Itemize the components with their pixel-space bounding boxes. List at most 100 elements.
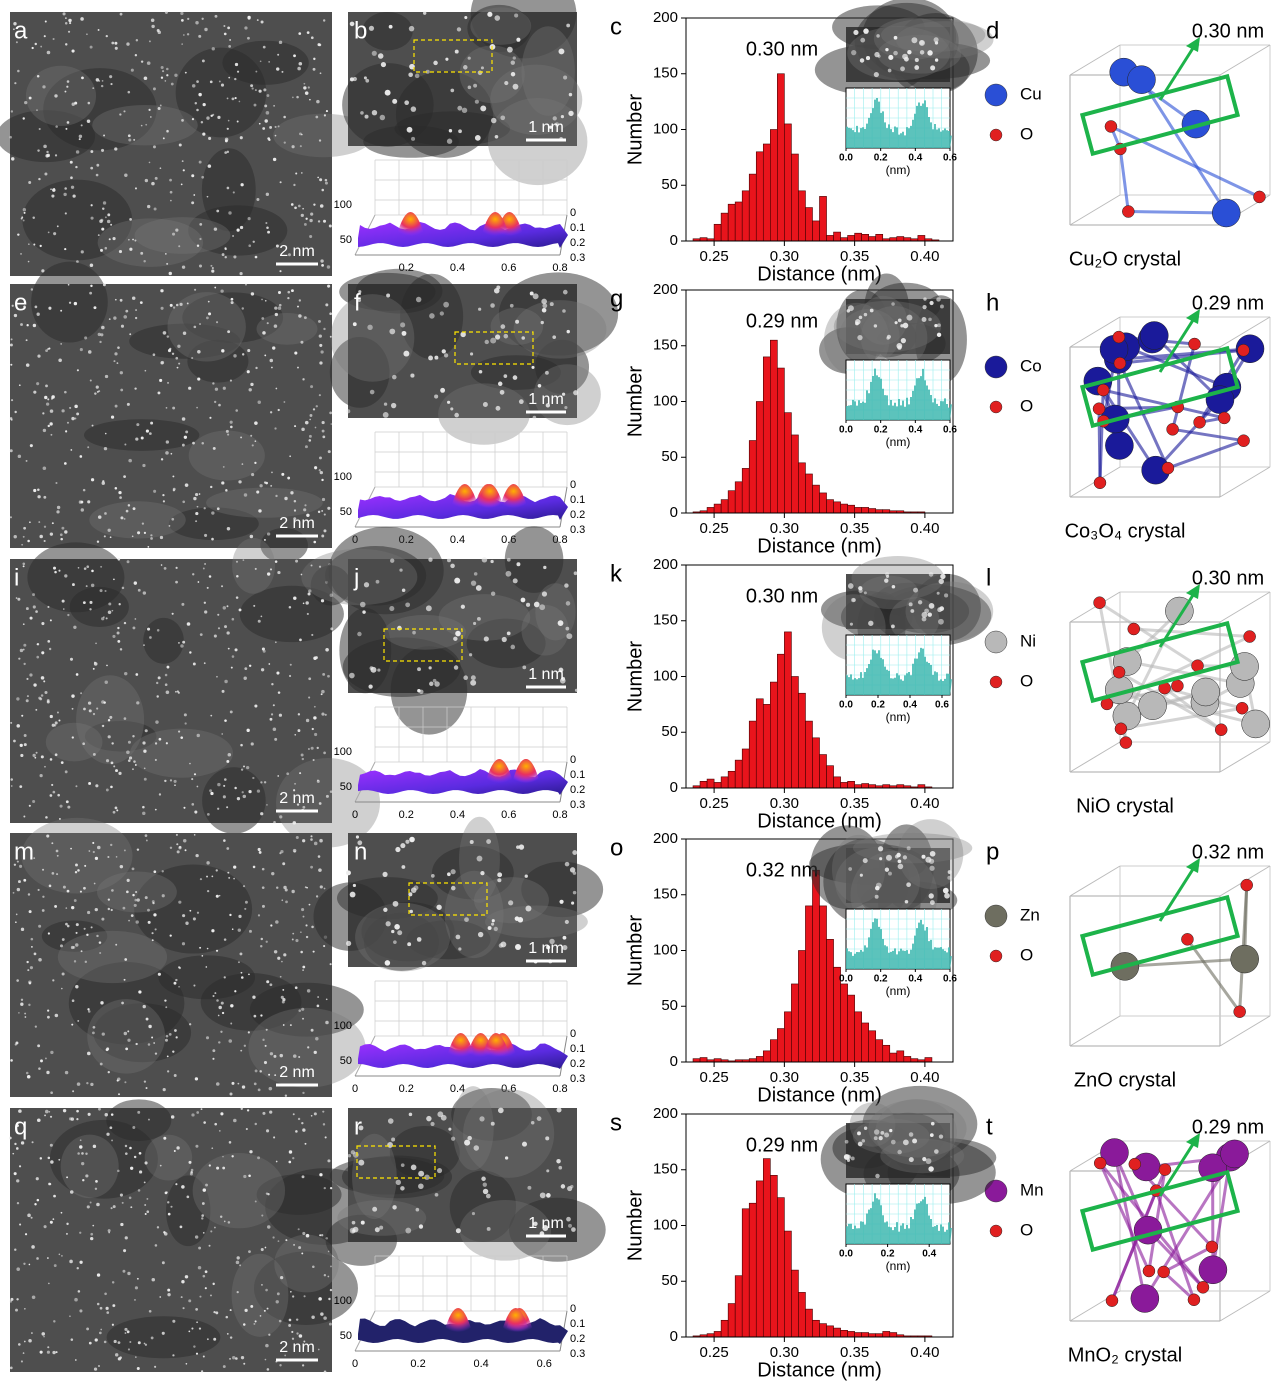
atom-spot <box>515 944 521 950</box>
atom-spot <box>396 1180 401 1185</box>
atom-spot <box>117 1077 120 1080</box>
atom-spot <box>500 390 505 395</box>
atom-spot <box>165 683 168 686</box>
atom <box>1127 66 1155 94</box>
y-tick-label: 50 <box>661 997 678 1014</box>
atom-spot <box>106 789 109 792</box>
atom-spot <box>250 435 252 437</box>
atom-spot <box>70 449 72 451</box>
atom-spot <box>159 379 162 382</box>
atom-spot <box>317 996 319 998</box>
atom-spot <box>378 53 384 59</box>
atom-spot <box>153 870 156 873</box>
atom-spot <box>77 1082 81 1086</box>
atom-spot <box>141 125 143 127</box>
atom-spot <box>71 417 74 420</box>
atom-spot <box>267 572 270 575</box>
atom-spot <box>910 609 914 613</box>
atom-spot <box>176 1146 179 1149</box>
atom-spot <box>79 135 82 138</box>
inset-tick-label: 0.2 <box>881 1249 895 1260</box>
atom-spot <box>478 70 483 75</box>
atom-spot <box>293 1054 297 1058</box>
surface-peak <box>500 484 528 508</box>
atom-spot <box>37 495 40 498</box>
atom-spot <box>481 1177 486 1182</box>
atom-spot <box>113 1205 116 1208</box>
atom-spot <box>288 1161 291 1164</box>
atom-spot <box>507 558 511 562</box>
atom-spot <box>182 942 185 945</box>
bar <box>897 237 904 241</box>
atom-spot <box>323 328 325 330</box>
atom-spot <box>294 783 296 785</box>
y-tick-label: 200 <box>653 281 678 298</box>
atom-spot <box>39 128 41 130</box>
atom-spot <box>386 294 390 298</box>
atom-spot <box>538 384 542 388</box>
atom-spot <box>237 71 239 73</box>
atom-spot <box>22 562 25 565</box>
atom-spot <box>327 1159 330 1162</box>
atom-spot <box>37 75 40 78</box>
atom-spot <box>49 885 52 888</box>
atom-spot <box>314 466 317 469</box>
atom-spot <box>44 540 46 542</box>
atom-spot <box>161 458 163 460</box>
atom-spot <box>33 391 36 394</box>
surface-tick-label: 0.1 <box>570 1318 585 1330</box>
atom-spot <box>292 1295 294 1297</box>
atom-spot <box>522 1142 527 1147</box>
atom-spot <box>232 655 235 658</box>
atom-spot <box>196 1353 198 1355</box>
y-tick-label: 200 <box>653 830 678 847</box>
atom-spot <box>145 370 147 372</box>
atom-spot <box>93 851 95 853</box>
atom-spot <box>184 713 187 716</box>
atom-spot <box>876 34 880 38</box>
atom-spot <box>350 77 354 81</box>
image-texture <box>167 292 245 361</box>
atom-spot <box>308 592 311 595</box>
atom-spot <box>177 850 180 853</box>
atom-spot <box>148 921 151 924</box>
distance-label: 0.29 nm <box>1192 292 1264 314</box>
atom-spot <box>41 694 44 697</box>
atom-spot <box>258 509 261 512</box>
atom-spot <box>49 648 51 650</box>
atom-spot <box>24 1013 26 1015</box>
atom-spot <box>161 307 164 310</box>
atom-spot <box>372 1207 377 1212</box>
atom-spot <box>926 1158 932 1164</box>
x-tick-label: 0.40 <box>910 520 939 537</box>
atom-spot <box>206 317 209 320</box>
atom-spot <box>120 389 123 392</box>
atom-spot <box>153 913 156 916</box>
bar <box>770 1175 777 1337</box>
atom-spot <box>571 1227 576 1232</box>
atom-spot <box>487 1227 491 1231</box>
atom-spot <box>228 120 230 122</box>
atom-spot <box>51 842 53 844</box>
bar <box>862 1333 869 1337</box>
atom-spot <box>174 1074 177 1077</box>
atom-spot <box>213 1338 216 1341</box>
atom-spot <box>400 843 405 848</box>
atom-spot <box>48 932 50 934</box>
atom-spot <box>10 1298 13 1301</box>
atom-spot <box>50 1144 53 1147</box>
atom-spot <box>165 451 169 455</box>
atom-spot <box>858 589 862 593</box>
atom-spot <box>27 1214 31 1218</box>
atom-spot <box>321 510 323 512</box>
atom-spot <box>886 337 889 340</box>
atom-spot <box>112 237 115 240</box>
atom-spot <box>391 930 394 933</box>
atom-spot <box>20 744 23 747</box>
atom-spot <box>271 471 273 473</box>
atom-spot <box>885 868 889 872</box>
atom-spot <box>233 354 236 357</box>
atom-spot <box>152 939 154 941</box>
atom-spot <box>35 709 37 711</box>
atom-spot <box>309 99 311 101</box>
